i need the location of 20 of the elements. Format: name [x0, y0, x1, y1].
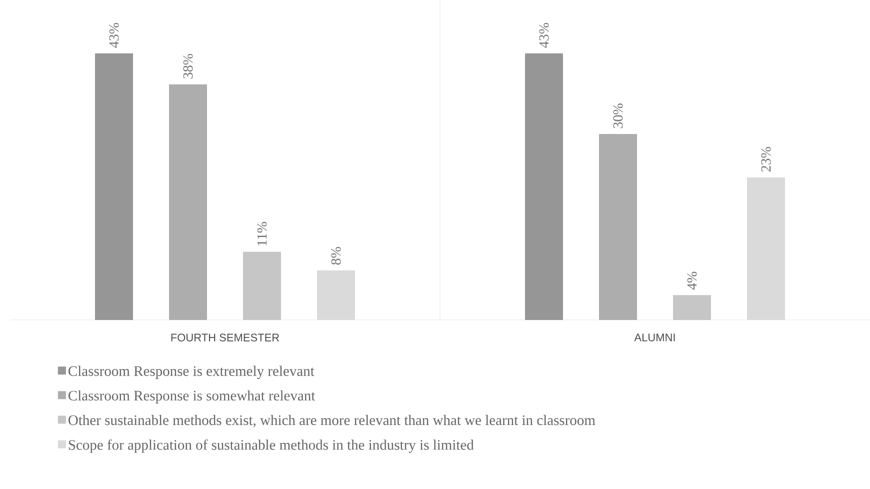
- data-label: 23%: [761, 146, 771, 172]
- x-tick-label: ALUMNI: [634, 334, 675, 342]
- legend-label: Other sustainable methods exist, which are more relevant than what we learnt in classroom: [68, 414, 596, 428]
- legend-label: Classroom Response is somewhat relevant: [68, 390, 316, 404]
- bar: [599, 134, 637, 320]
- legend-label: Classroom Response is extremely relevant: [68, 366, 314, 379]
- bar: [95, 53, 134, 320]
- data-label: 38%: [183, 54, 193, 78]
- data-label: 30%: [613, 104, 623, 128]
- bar: [673, 295, 711, 320]
- data-label: 8%: [331, 246, 341, 265]
- data-label: 43%: [109, 22, 119, 48]
- legend-label: Scope for application of sustainable methods in the industry is limited: [68, 439, 474, 453]
- data-label: 43%: [539, 22, 549, 48]
- bar: [243, 252, 282, 320]
- data-label: 4%: [687, 272, 697, 290]
- x-tick-label: FOURTH SEMESTER: [171, 334, 280, 342]
- data-label: 11%: [257, 222, 267, 246]
- bar: [169, 84, 208, 320]
- bar: [525, 53, 563, 320]
